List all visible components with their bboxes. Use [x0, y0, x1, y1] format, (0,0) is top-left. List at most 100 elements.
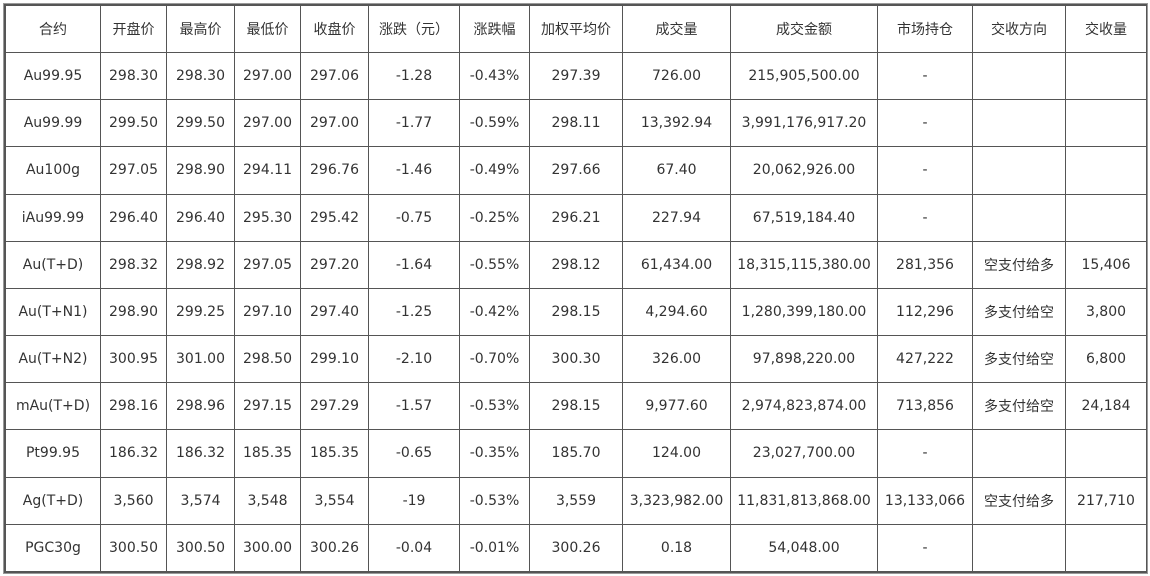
cell-delivery-volume	[1065, 193, 1147, 242]
cell-volume: 67.40	[622, 146, 731, 195]
cell-delivery-direction	[972, 429, 1066, 478]
cell-delivery-volume	[1065, 99, 1147, 148]
cell-change-pct: -0.59%	[459, 99, 530, 148]
cell-open-interest: 13,133,066	[877, 476, 973, 525]
cell-volume: 9,977.60	[622, 382, 731, 431]
quote-table-frame: 合约 开盘价 最高价 最低价 收盘价 涨跌（元） 涨跌幅 加权平均价 成交量 成…	[4, 4, 1147, 573]
cell-delivery-direction	[972, 146, 1066, 195]
cell-low: 294.11	[234, 146, 301, 195]
cell-contract: Au(T+N1)	[5, 287, 101, 337]
cell-change: -0.75	[368, 193, 460, 242]
cell-volume: 0.18	[622, 523, 731, 573]
header-delivery-direction: 交收方向	[972, 5, 1066, 53]
cell-delivery-direction: 多支付给空	[972, 335, 1066, 384]
header-turnover: 成交金额	[730, 5, 878, 53]
cell-delivery-volume	[1065, 51, 1147, 101]
cell-delivery-direction	[972, 51, 1066, 101]
cell-change: -1.28	[368, 51, 460, 101]
table-row: Au100g 297.05 298.90 294.11 296.76 -1.46 -0.49…	[5, 146, 1147, 195]
cell-change-pct: -0.43%	[459, 51, 530, 101]
cell-open-interest: 112,296	[877, 287, 973, 337]
table-row: Au99.95 298.30 298.30 297.00 297.06 -1.28 -0.4…	[5, 51, 1147, 101]
header-open-interest: 市场持仓	[877, 5, 973, 53]
cell-delivery-direction: 多支付给空	[972, 382, 1066, 431]
cell-high: 298.96	[166, 382, 235, 431]
table-row: Au(T+N2) 300.95 301.00 298.50 299.10 -2.10 -0.…	[5, 335, 1147, 384]
cell-contract: Au99.95	[5, 51, 101, 101]
cell-high: 3,574	[166, 476, 235, 525]
cell-change-pct: -0.35%	[459, 429, 530, 478]
cell-close: 297.00	[300, 99, 369, 148]
cell-change: -0.65	[368, 429, 460, 478]
header-change: 涨跌（元）	[368, 5, 460, 53]
cell-change: -1.25	[368, 287, 460, 337]
cell-contract: Pt99.95	[5, 429, 101, 478]
cell-delivery-volume	[1065, 146, 1147, 195]
cell-open: 300.95	[100, 335, 167, 384]
cell-open: 298.30	[100, 51, 167, 101]
cell-contract: Au100g	[5, 146, 101, 195]
cell-volume: 726.00	[622, 51, 731, 101]
cell-close: 297.20	[300, 240, 369, 289]
cell-low: 3,548	[234, 476, 301, 525]
cell-change: -1.77	[368, 99, 460, 148]
cell-open-interest: -	[877, 523, 973, 573]
cell-turnover: 215,905,500.00	[730, 51, 878, 101]
cell-low: 298.50	[234, 335, 301, 384]
cell-close: 297.06	[300, 51, 369, 101]
table-row: Au(T+D) 298.32 298.92 297.05 297.20 -1.64 -0.5…	[5, 240, 1147, 289]
header-weighted-avg: 加权平均价	[529, 5, 623, 53]
cell-volume: 326.00	[622, 335, 731, 384]
cell-contract: Au99.99	[5, 99, 101, 148]
cell-high: 300.50	[166, 523, 235, 573]
cell-weighted-avg: 298.12	[529, 240, 623, 289]
cell-contract: Au(T+N2)	[5, 335, 101, 384]
cell-open: 297.05	[100, 146, 167, 195]
header-low: 最低价	[234, 5, 301, 53]
cell-low: 300.00	[234, 523, 301, 573]
cell-delivery-volume: 3,800	[1065, 287, 1147, 337]
table-row: PGC30g 300.50 300.50 300.00 300.26 -0.04 -0.01…	[5, 523, 1147, 573]
cell-delivery-volume	[1065, 523, 1147, 573]
cell-low: 297.15	[234, 382, 301, 431]
cell-change-pct: -0.55%	[459, 240, 530, 289]
cell-open-interest: 713,856	[877, 382, 973, 431]
cell-delivery-direction	[972, 523, 1066, 573]
cell-open-interest: -	[877, 99, 973, 148]
cell-turnover: 97,898,220.00	[730, 335, 878, 384]
cell-turnover: 2,974,823,874.00	[730, 382, 878, 431]
header-high: 最高价	[166, 5, 235, 53]
cell-delivery-volume: 6,800	[1065, 335, 1147, 384]
cell-volume: 3,323,982.00	[622, 476, 731, 525]
cell-change: -1.64	[368, 240, 460, 289]
cell-change: -1.57	[368, 382, 460, 431]
cell-weighted-avg: 298.11	[529, 99, 623, 148]
cell-open: 298.32	[100, 240, 167, 289]
cell-open-interest: -	[877, 193, 973, 242]
cell-turnover: 18,315,115,380.00	[730, 240, 878, 289]
cell-change: -0.04	[368, 523, 460, 573]
cell-change: -2.10	[368, 335, 460, 384]
cell-high: 298.30	[166, 51, 235, 101]
cell-weighted-avg: 3,559	[529, 476, 623, 525]
cell-open-interest: 427,222	[877, 335, 973, 384]
cell-low: 295.30	[234, 193, 301, 242]
cell-low: 297.00	[234, 99, 301, 148]
cell-close: 297.29	[300, 382, 369, 431]
cell-weighted-avg: 300.30	[529, 335, 623, 384]
cell-weighted-avg: 300.26	[529, 523, 623, 573]
cell-change: -19	[368, 476, 460, 525]
cell-delivery-volume: 15,406	[1065, 240, 1147, 289]
cell-delivery-direction: 空支付给多	[972, 476, 1066, 525]
cell-turnover: 20,062,926.00	[730, 146, 878, 195]
header-change-pct: 涨跌幅	[459, 5, 530, 53]
header-contract: 合约	[5, 5, 101, 53]
table-row: Au(T+N1) 298.90 299.25 297.10 297.40 -1.25 -0.…	[5, 287, 1147, 337]
table-row: Ag(T+D) 3,560 3,574 3,548 3,554 -19 -0.53% 3,55…	[5, 476, 1147, 525]
cell-open: 298.16	[100, 382, 167, 431]
cell-turnover: 54,048.00	[730, 523, 878, 573]
cell-delivery-volume	[1065, 429, 1147, 478]
cell-close: 185.35	[300, 429, 369, 478]
cell-open-interest: -	[877, 146, 973, 195]
cell-close: 3,554	[300, 476, 369, 525]
